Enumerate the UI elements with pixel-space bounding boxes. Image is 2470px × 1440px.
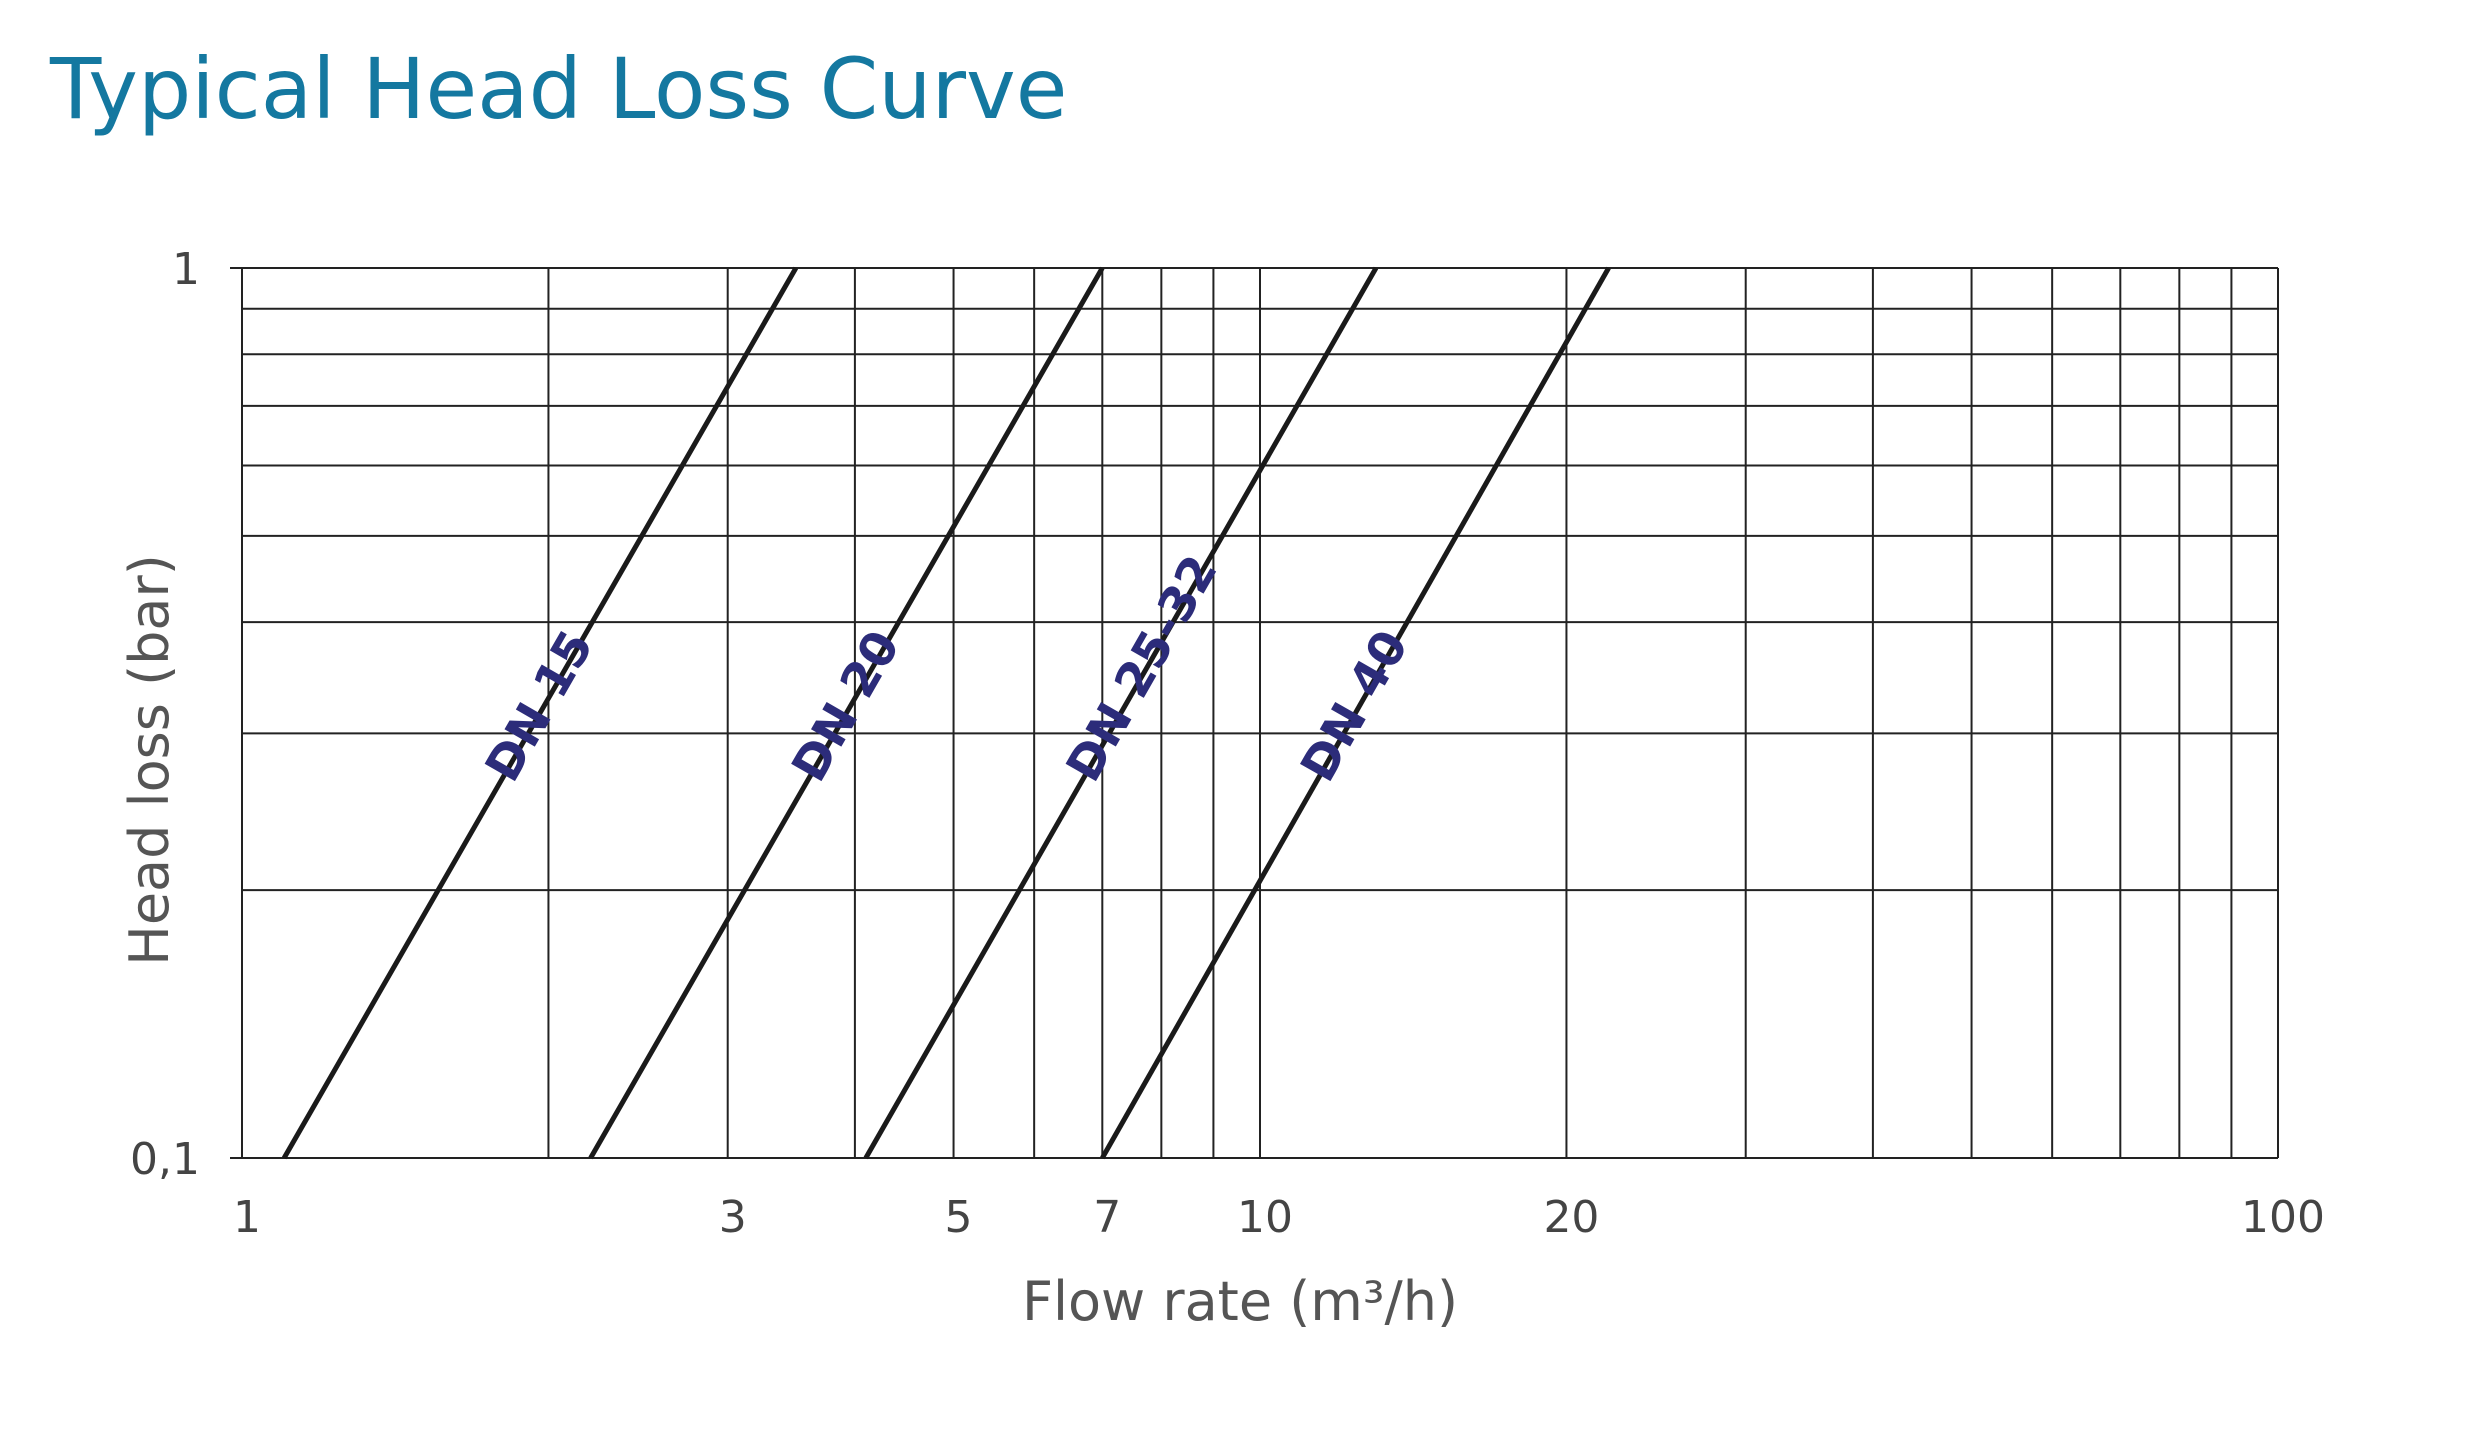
y-tick-label: 0,1 bbox=[130, 1134, 200, 1185]
x-tick-label: 20 bbox=[1543, 1192, 1599, 1243]
series-line-2 bbox=[588, 266, 1105, 1160]
y-tick-label: 1 bbox=[172, 244, 200, 295]
x-tick-label: 1 bbox=[233, 1192, 261, 1243]
curves: DN 15 DN 20 DN 25-32 DN 40 bbox=[281, 266, 1611, 1160]
x-tick-labels: 1 3 5 7 10 20 100 bbox=[233, 1192, 2325, 1243]
series-label-1: DN 15 bbox=[475, 621, 605, 791]
chart-title: Typical Head Loss Curve bbox=[49, 40, 1067, 138]
series-line-3 bbox=[863, 266, 1379, 1160]
x-tick-label: 10 bbox=[1237, 1192, 1293, 1243]
x-tick-label: 100 bbox=[2241, 1192, 2325, 1243]
y-axis-label: Head loss (bar) bbox=[118, 554, 181, 966]
series-line-1 bbox=[281, 266, 799, 1160]
series-line-4 bbox=[1100, 266, 1611, 1160]
x-tick-label: 7 bbox=[1093, 1192, 1121, 1243]
series-label-2: DN 20 bbox=[781, 621, 911, 791]
x-tick-label: 5 bbox=[945, 1192, 973, 1243]
series-label-3: DN 25-32 bbox=[1056, 546, 1229, 791]
x-axis-label: Flow rate (m³/h) bbox=[1022, 1270, 1458, 1333]
x-tick-label: 3 bbox=[719, 1192, 747, 1243]
y-tick-labels: 0,11 bbox=[130, 244, 200, 1185]
series-label-4: DN 40 bbox=[1290, 621, 1419, 791]
